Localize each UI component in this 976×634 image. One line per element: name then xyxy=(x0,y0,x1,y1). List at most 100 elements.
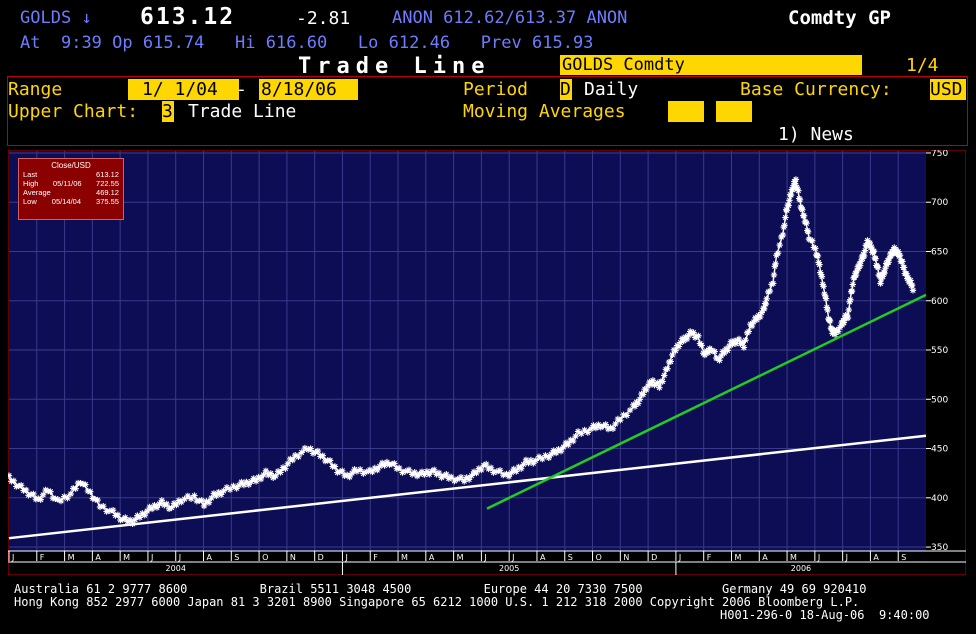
price-point xyxy=(740,344,748,351)
price-point xyxy=(8,472,13,479)
price-point xyxy=(156,500,163,508)
range-end-field[interactable]: 8/18/06 xyxy=(259,79,358,100)
news-link[interactable]: 1) News xyxy=(778,124,854,145)
price-point xyxy=(656,384,663,391)
period-field[interactable]: D xyxy=(560,79,572,100)
price-point xyxy=(817,271,825,278)
price-point xyxy=(721,350,728,357)
month-tick-label: S xyxy=(234,553,239,562)
price-point xyxy=(87,488,94,495)
price-point xyxy=(515,463,522,471)
price-point xyxy=(187,495,195,502)
price-point xyxy=(560,443,567,451)
price-point xyxy=(396,464,403,472)
price-point xyxy=(713,354,720,362)
price-point xyxy=(213,492,220,499)
price-point xyxy=(843,311,851,319)
chart-legend: Close/USD Last 613.12 High 05/11/06 722.55 … xyxy=(18,158,124,220)
price-point xyxy=(859,255,866,262)
month-tick-label: F xyxy=(40,553,45,562)
price-point xyxy=(205,499,213,506)
month-tick-label: J xyxy=(511,553,514,562)
price-point xyxy=(607,424,614,431)
price-point xyxy=(796,196,804,203)
price-point xyxy=(317,453,324,460)
price-point xyxy=(762,300,770,308)
price-point xyxy=(57,497,65,505)
price-point xyxy=(857,258,865,265)
price-point xyxy=(405,466,413,473)
month-tick-label: O xyxy=(262,553,268,562)
range-start-field[interactable]: 1/ 1/04 xyxy=(128,79,239,100)
price-point xyxy=(664,365,671,372)
price-point xyxy=(729,341,736,348)
price-point xyxy=(203,498,210,505)
price-point xyxy=(391,460,398,467)
moving-average-1-field[interactable] xyxy=(668,101,704,122)
price-point xyxy=(198,497,205,504)
price-point xyxy=(426,471,433,478)
price-point xyxy=(223,484,231,491)
price-point xyxy=(623,412,630,419)
currency-field[interactable]: USD xyxy=(930,79,966,100)
price-point xyxy=(852,271,860,279)
price-point xyxy=(685,332,692,339)
price-point xyxy=(907,277,914,284)
range-separator: - xyxy=(236,79,247,100)
price-point xyxy=(465,476,473,483)
price-point xyxy=(32,496,39,503)
upper-chart-field[interactable]: 3 xyxy=(162,101,174,122)
price-point xyxy=(248,478,255,485)
period-text: Daily xyxy=(584,79,639,100)
price-point xyxy=(473,469,480,477)
month-tick-label: A xyxy=(207,553,213,562)
price-point xyxy=(636,396,643,403)
price-point xyxy=(639,391,647,398)
price-point xyxy=(726,342,733,350)
price-point xyxy=(787,191,795,199)
moving-average-2-field[interactable] xyxy=(716,101,752,122)
price-point xyxy=(20,487,27,494)
price-point xyxy=(277,469,284,476)
price-point xyxy=(399,469,406,476)
price-point xyxy=(475,465,483,472)
price-point xyxy=(386,461,393,468)
price-point xyxy=(480,462,487,469)
price-point xyxy=(109,507,117,514)
price-point xyxy=(301,444,309,452)
legend-row-last: Last 613.12 xyxy=(23,170,119,179)
price-point xyxy=(535,453,543,460)
price-point xyxy=(309,450,317,457)
price-point xyxy=(774,250,782,257)
price-point xyxy=(819,281,826,288)
month-tick-label: J xyxy=(178,553,181,562)
price-point xyxy=(781,222,788,229)
price-point xyxy=(771,263,778,270)
price-point xyxy=(165,505,173,512)
price-point xyxy=(42,486,49,494)
y-tick-label: 750 xyxy=(931,150,948,159)
price-point xyxy=(235,482,243,489)
price-point xyxy=(500,471,507,479)
price-point xyxy=(881,269,888,277)
security-field[interactable]: GOLDS Comdty xyxy=(560,55,862,75)
price-point xyxy=(631,403,639,410)
price-point xyxy=(374,466,381,474)
price-point xyxy=(284,460,291,467)
price-point xyxy=(443,471,450,478)
price-point xyxy=(260,471,267,479)
down-arrow-icon: ↓ xyxy=(81,8,92,28)
price-point xyxy=(84,487,92,495)
price-point xyxy=(704,349,712,356)
price-point xyxy=(779,231,787,239)
price-point xyxy=(654,379,661,386)
price-point xyxy=(614,415,622,423)
price-point xyxy=(170,500,178,507)
price-point xyxy=(27,491,35,498)
price-point xyxy=(307,445,314,452)
price-point xyxy=(295,453,302,460)
price-point xyxy=(346,473,353,481)
price-point xyxy=(413,472,421,480)
legend-row-low: Low 05/14/04 375.55 xyxy=(23,197,119,206)
month-tick-label: D xyxy=(651,553,657,562)
